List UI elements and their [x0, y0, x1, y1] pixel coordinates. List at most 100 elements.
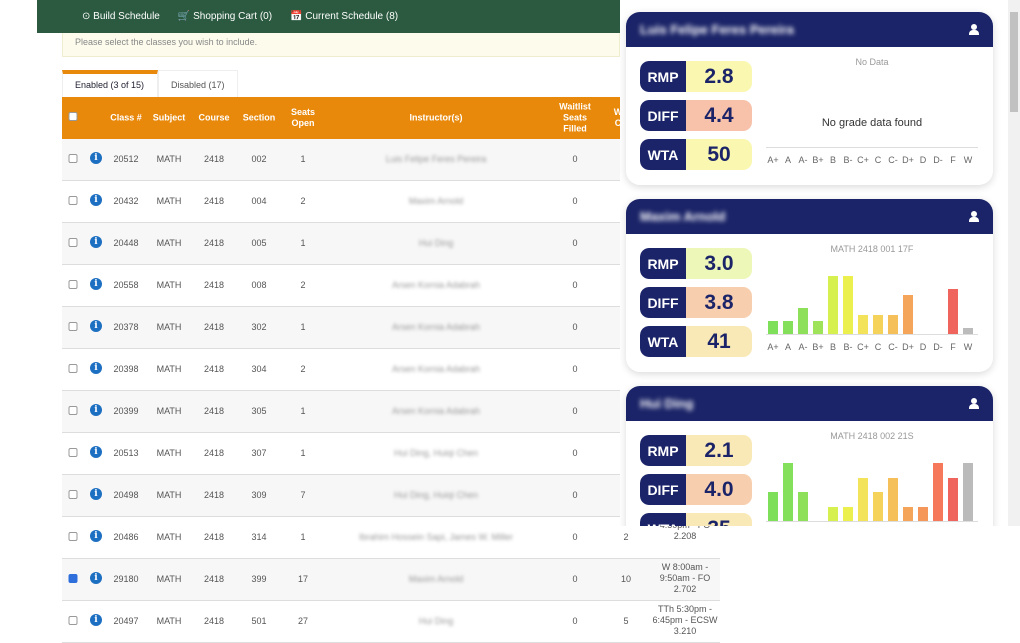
instructor: Arsen Kornia Adabrah — [391, 280, 481, 290]
grade-label: C- — [888, 342, 898, 352]
course: 2418 — [203, 532, 225, 542]
info-icon[interactable]: i — [90, 488, 102, 500]
wait-cap: 10 — [620, 574, 632, 584]
info-icon[interactable]: i — [90, 404, 102, 416]
wait-cap: 5 — [623, 616, 629, 626]
wait-cap: 2 — [623, 532, 629, 542]
info-icon[interactable]: i — [90, 320, 102, 332]
waitlist: 0 — [572, 448, 578, 458]
user-icon[interactable] — [969, 211, 979, 222]
wta-value: 41 — [686, 326, 752, 357]
grade-bar-C+[interactable] — [858, 314, 868, 334]
grade-bar-C-[interactable] — [888, 477, 898, 521]
diff-stat: DIFF 4.4 — [640, 100, 752, 131]
rmp-value: 2.8 — [686, 61, 752, 92]
grade-bar-D[interactable] — [918, 506, 928, 521]
shopping-cart-link[interactable]: 🛒 Shopping Cart (0) — [177, 11, 273, 22]
grade-bar-A-[interactable] — [798, 492, 808, 521]
row-checkbox[interactable] — [68, 616, 78, 625]
info-icon[interactable]: i — [90, 152, 102, 164]
grade-label: A- — [798, 342, 808, 352]
professor-name: Hui Ding — [640, 396, 694, 411]
current-schedule-link[interactable]: 📅 Current Schedule (8) — [290, 11, 399, 22]
info-icon[interactable]: i — [90, 236, 102, 248]
user-icon[interactable] — [969, 24, 979, 35]
grade-label: C+ — [857, 155, 869, 165]
grade-bar-B-[interactable] — [843, 506, 853, 521]
grade-bar-A-[interactable] — [798, 308, 808, 334]
row-checkbox[interactable] — [68, 322, 78, 331]
grade-bar-C[interactable] — [873, 492, 883, 521]
table-row: i 20513 MATH 2418 307 1 Hui Ding, Huiqi … — [62, 433, 620, 475]
info-icon[interactable]: i — [90, 530, 102, 542]
table-row: i 20432 MATH 2418 004 2 Maxim Arnold 0 — [62, 181, 620, 223]
scrollbar[interactable] — [1008, 0, 1020, 526]
grade-bar-B+[interactable] — [813, 321, 823, 334]
info-icon[interactable]: i — [90, 278, 102, 290]
grade-bar-W[interactable] — [963, 463, 973, 521]
grade-bar-W[interactable] — [963, 327, 973, 334]
seats-open: 1 — [300, 532, 306, 542]
grade-bar-C[interactable] — [873, 314, 883, 334]
class-number: 20486 — [113, 532, 139, 542]
class-table: Class # Subject Course Section Seats Ope… — [62, 97, 720, 643]
grade-bar-D+[interactable] — [903, 295, 913, 334]
scrollbar-thumb[interactable] — [1010, 12, 1018, 112]
table-row: i 20486 MATH 2418 314 1 Ibrahim Hossein … — [62, 517, 720, 559]
grade-label: A — [784, 155, 791, 165]
grade-bar-C+[interactable] — [858, 477, 868, 521]
waitlist: 0 — [572, 574, 578, 584]
professor-panel: Luis Felipe Feres Pereira RMP 2.8 DIFF 4.4 WT… — [620, 0, 1008, 526]
section: 008 — [251, 280, 267, 290]
grade-bar-D+[interactable] — [903, 506, 913, 521]
subject: MATH — [156, 448, 182, 458]
grade-bar-A[interactable] — [783, 463, 793, 521]
grade-bar-A[interactable] — [783, 321, 793, 334]
row-checkbox[interactable] — [68, 238, 78, 247]
class-number: 20399 — [113, 406, 139, 416]
row-checkbox[interactable] — [68, 196, 78, 205]
row-checkbox[interactable] — [68, 532, 78, 541]
row-checkbox[interactable] — [68, 154, 78, 163]
wta-label: WTA — [640, 326, 686, 357]
waitlist: 0 — [572, 196, 578, 206]
chart-title: MATH 2418 001 17F — [830, 244, 914, 254]
grade-bar-A+[interactable] — [768, 492, 778, 521]
row-checkbox[interactable] — [68, 364, 78, 373]
user-icon[interactable] — [969, 398, 979, 409]
row-checkbox[interactable] — [68, 406, 78, 415]
row-checkbox[interactable] — [68, 448, 78, 457]
grade-bar-B[interactable] — [828, 276, 838, 334]
grade-bar-A+[interactable] — [768, 321, 778, 334]
grade-bar-B[interactable] — [828, 506, 838, 521]
waitlist: 0 — [572, 406, 578, 416]
header-seats: Seats Open — [290, 107, 316, 128]
tab-disabled[interactable]: Disabled (17) — [158, 70, 238, 97]
info-icon[interactable]: i — [90, 614, 102, 626]
info-icon[interactable]: i — [90, 362, 102, 374]
wta-value: 35 — [686, 513, 752, 526]
row-checkbox[interactable] — [68, 490, 78, 499]
section: 501 — [251, 616, 267, 626]
notice: Please select the classes you wish to in… — [62, 33, 620, 57]
card-header: Luis Felipe Feres Pereira — [626, 12, 993, 47]
grade-bar-D-[interactable] — [933, 463, 943, 521]
build-schedule-link[interactable]: ⊙ Build Schedule — [82, 11, 160, 22]
instructor: Arsen Kornia Adabrah — [391, 364, 481, 374]
info-icon[interactable]: i — [90, 446, 102, 458]
row-checkbox[interactable] — [68, 280, 78, 289]
section: 305 — [251, 406, 267, 416]
wta-stat: WTA 41 — [640, 326, 752, 357]
info-icon[interactable]: i — [90, 572, 102, 584]
grade-bar-F[interactable] — [948, 288, 958, 334]
grade-bar-C-[interactable] — [888, 314, 898, 334]
info-icon[interactable]: i — [90, 194, 102, 206]
tab-enabled[interactable]: Enabled (3 of 15) — [62, 70, 158, 97]
course: 2418 — [203, 574, 225, 584]
rmp-stat: RMP 2.8 — [640, 61, 752, 92]
no-grade-data: No grade data found — [821, 117, 923, 129]
select-all-checkbox[interactable] — [68, 112, 78, 121]
grade-bar-B-[interactable] — [843, 276, 853, 334]
grade-bar-F[interactable] — [948, 477, 958, 521]
row-checkbox[interactable] — [68, 574, 78, 583]
